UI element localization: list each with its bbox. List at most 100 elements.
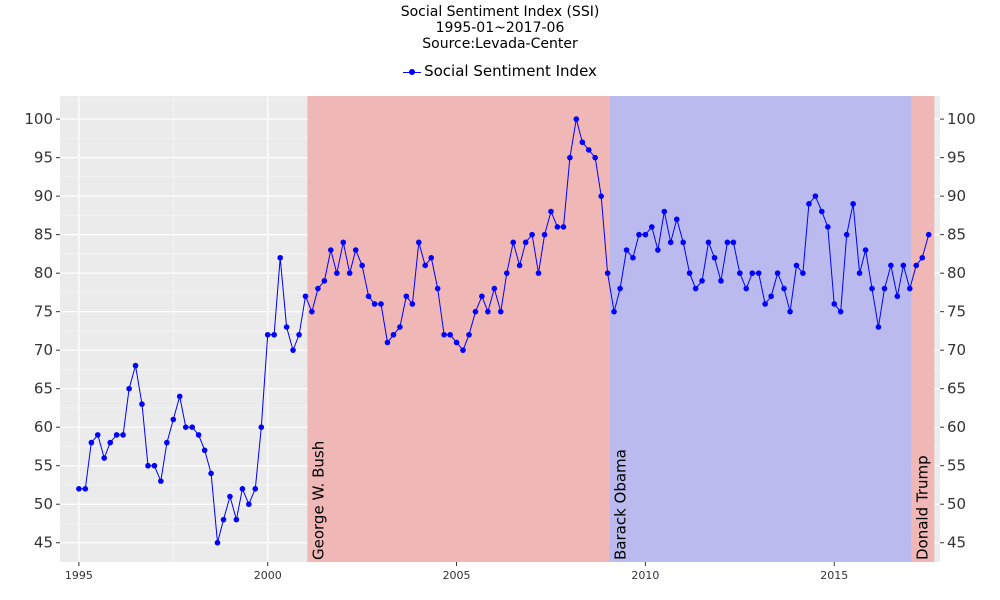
data-point: [170, 416, 177, 423]
data-point: [636, 231, 642, 238]
data-point: [334, 270, 340, 276]
data-point: [76, 486, 82, 492]
data-point: [283, 324, 290, 330]
data-point: [491, 285, 498, 292]
series-line: [78, 118, 930, 543]
data-point: [661, 208, 668, 215]
data-point: [692, 285, 699, 292]
data-point: [862, 247, 869, 253]
data-point: [673, 216, 680, 223]
data-point: [522, 239, 529, 246]
y-tick-label-left: 65: [34, 380, 53, 398]
data-point: [296, 331, 302, 338]
data-point: [535, 270, 542, 276]
data-point: [139, 401, 145, 407]
data-point: [743, 285, 750, 292]
data-point: [503, 270, 510, 276]
y-tick-label-left: 75: [34, 303, 53, 321]
data-point: [271, 331, 277, 338]
presidency-band: [911, 96, 935, 562]
y-tick-label-left: 55: [34, 457, 53, 475]
data-point: [869, 285, 875, 292]
data-point: [220, 516, 227, 523]
y-tick-label-right: 65: [947, 380, 966, 398]
data-point: [101, 455, 107, 461]
data-point: [309, 308, 315, 315]
data-point: [479, 293, 485, 300]
y-tick-label-right: 60: [947, 418, 966, 436]
chart-subtitle-period: 1995-01~2017-06: [435, 20, 565, 36]
data-point: [617, 285, 623, 292]
data-point: [755, 270, 762, 276]
y-tick-label-right: 95: [947, 149, 966, 167]
y-tick-label-right: 55: [947, 457, 966, 475]
data-point: [812, 193, 819, 199]
data-point: [793, 262, 800, 269]
data-point: [567, 154, 573, 161]
y-tick-label-right: 75: [947, 303, 966, 321]
data-point: [856, 270, 863, 276]
data-point: [560, 224, 567, 230]
y-tick-label-right: 50: [947, 495, 966, 513]
data-point: [837, 308, 844, 315]
presidency-label: George W. Bush: [309, 441, 327, 560]
data-point: [258, 424, 265, 431]
y-tick-label-right: 100: [947, 110, 976, 128]
data-point: [749, 270, 756, 276]
y-tick-label-left: 50: [34, 495, 53, 513]
data-point: [516, 262, 523, 269]
data-point: [485, 308, 491, 315]
y-tick-label-left: 60: [34, 418, 53, 436]
data-point: [680, 239, 686, 246]
data-point: [774, 270, 781, 276]
data-point: [541, 231, 548, 238]
data-point: [737, 270, 743, 276]
data-point: [623, 247, 630, 253]
data-point: [164, 439, 170, 446]
data-point: [346, 270, 353, 276]
data-point: [82, 486, 89, 492]
data-point: [699, 278, 705, 284]
data-point: [120, 432, 126, 438]
data-point: [182, 424, 189, 431]
data-point: [151, 462, 158, 469]
data-point: [214, 539, 221, 546]
data-point: [888, 262, 894, 269]
data-point: [919, 254, 926, 261]
data-point: [290, 347, 296, 353]
data-point: [781, 285, 787, 292]
data-point: [189, 424, 195, 431]
presidency-label: Donald Trump: [914, 455, 932, 560]
legend-label: Social Sentiment Index: [424, 62, 597, 80]
data-point: [705, 239, 712, 246]
y-tick-label-right: 70: [947, 341, 966, 359]
data-point: [611, 308, 617, 315]
y-tick-label-left: 85: [34, 226, 53, 244]
data-point: [321, 278, 328, 284]
data-point: [510, 239, 517, 246]
data-point: [384, 339, 391, 346]
data-point: [397, 324, 403, 330]
data-point: [107, 439, 114, 446]
data-point: [359, 262, 365, 269]
data-point: [894, 293, 901, 300]
data-point: [233, 516, 240, 523]
data-point: [548, 208, 554, 215]
y-tick-label-right: 90: [947, 187, 966, 205]
data-point: [176, 393, 183, 400]
data-point: [831, 301, 838, 307]
data-point: [246, 501, 252, 508]
data-point: [762, 301, 768, 307]
data-point: [453, 339, 460, 346]
data-point: [434, 285, 441, 292]
data-point: [277, 254, 283, 261]
y-tick-label-right: 85: [947, 226, 966, 244]
legend-swatch: [403, 66, 422, 78]
data-point: [497, 308, 504, 315]
x-tick-label: 1995: [65, 569, 93, 582]
data-point: [806, 201, 812, 207]
data-point: [378, 301, 384, 307]
x-tick-label: 2000: [254, 569, 282, 582]
